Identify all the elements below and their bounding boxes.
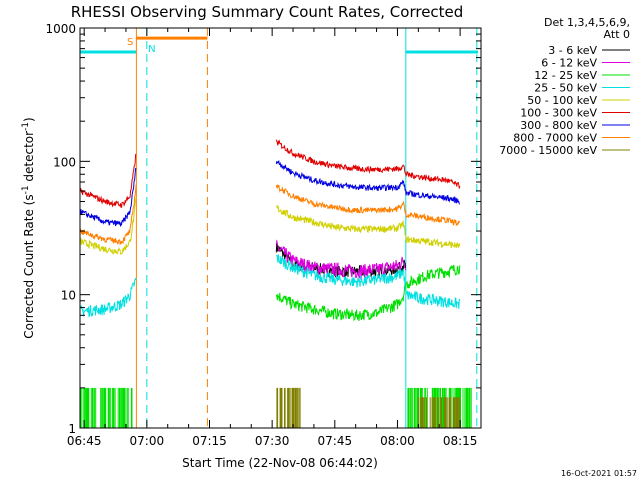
legend-label-4: 50 - 100 keV [527,94,597,107]
legend-label-1: 6 - 12 keV [541,57,597,70]
legend-label-0: 3 - 6 keV [548,44,597,57]
timestamp: 16-Oct-2021 01:57 [561,469,637,478]
y-tick-label-0: 1 [68,422,76,436]
x-tick-label-5: 08:00 [380,434,415,448]
low-counts-olive-1 [276,387,301,428]
series-line-6-seg1 [275,160,460,205]
plot-frame [79,27,482,429]
legend-label-5: 100 - 300 keV [520,107,597,120]
series-line-3-seg1 [275,254,461,309]
low-counts-olive-2 [417,397,461,428]
y-axis-label: Corrected Count Rate (s-1 detector-1) [21,117,36,338]
low-counts-green-2 [407,387,472,428]
legend-label-3: 25 - 50 keV [534,82,597,95]
spans-layer: SN [80,28,478,428]
x-tick-label-3: 07:30 [255,434,290,448]
legend-label-2: 12 - 25 keV [534,69,597,82]
y-tick-label-3: 1000 [45,22,76,36]
series-line-1-seg1 [275,239,407,280]
x-tick-label-4: 07:45 [318,434,353,448]
series-line-7-seg0 [79,184,137,246]
x-tick-label-0: 06:45 [67,434,102,448]
saa-label: S [127,37,133,48]
legend-label-8: 7000 - 15000 keV [499,144,597,157]
x-tick-label-6: 08:15 [443,434,478,448]
series-line-5-seg1 [275,139,461,189]
series-line-5-seg0 [79,153,137,209]
x-tick-label-2: 07:15 [192,434,227,448]
y-tick-label-1: 10 [61,289,76,303]
series-line-3-seg0 [79,277,137,318]
night-label: N [148,44,155,55]
series-line-4-seg1 [275,204,461,249]
x-axis-label: Start Time (22-Nov-08 06:44:02) [182,456,378,470]
chart-title: RHESSI Observing Summary Count Rates, Co… [71,3,464,21]
legend-label-7: 800 - 7000 keV [513,132,597,145]
x-axis: 06:45 07:00 07:15 07:30 07:45 08:00 08:15 [67,28,482,448]
series-line-2-seg1 [275,264,461,322]
x-tick-label-1: 07:00 [130,434,165,448]
series-line-6-seg0 [79,168,137,228]
legend-header-attenuator: Att 0 [604,28,630,41]
series-line-7-seg1 [275,184,461,227]
y-axis: 1 10 100 1000 [45,22,481,436]
series-layer [79,139,472,428]
legend-header-detectors: Det 1,3,4,5,6,9, [544,16,630,29]
series-line-4-seg0 [79,196,137,256]
legend-label-6: 300 - 800 keV [520,119,597,132]
y-tick-label-2: 100 [53,155,76,169]
low-counts-green-1 [80,387,133,428]
